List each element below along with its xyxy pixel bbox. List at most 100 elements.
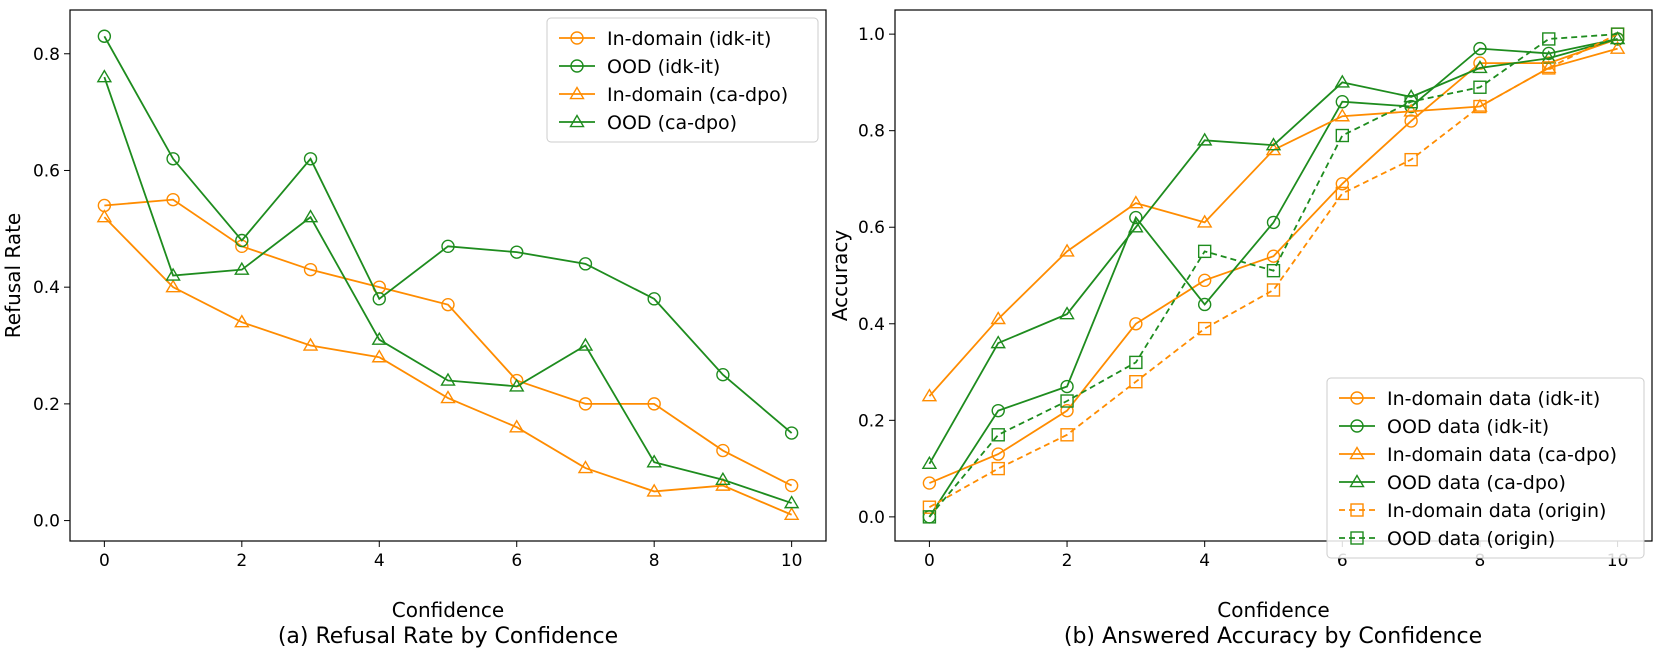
data-point	[235, 233, 249, 248]
x-tick-label: 4	[1199, 551, 1210, 571]
data-point	[578, 257, 593, 271]
data-point	[578, 397, 593, 411]
legend-box	[546, 17, 819, 143]
data-point	[921, 388, 938, 402]
legend-label: In-domain (ca-dpo)	[607, 84, 788, 106]
data-point	[1266, 283, 1281, 297]
data-point	[1404, 152, 1418, 167]
y-axis-label: Refusal Rate	[1, 213, 25, 338]
series-line	[104, 198, 793, 487]
data-point	[1266, 263, 1281, 278]
data-point	[715, 471, 731, 485]
series-line	[929, 38, 1618, 484]
data-point	[646, 483, 662, 497]
data-point	[991, 428, 1005, 442]
x-tick-label: 8	[649, 551, 660, 571]
data-point	[1542, 32, 1556, 46]
data-point	[783, 495, 800, 509]
series-ood-data-origin	[922, 27, 1625, 524]
data-point	[1266, 215, 1281, 230]
y-tick-label: 0.6	[33, 161, 60, 181]
legend-marker	[570, 31, 584, 45]
data-point	[1404, 114, 1418, 128]
legend-marker	[1349, 446, 1365, 460]
series-line	[103, 216, 792, 516]
legend-label: OOD (idk-it)	[607, 56, 720, 78]
legend-label: OOD (ca-dpo)	[607, 112, 737, 134]
data-point	[1197, 273, 1212, 288]
series-line	[928, 33, 1618, 518]
y-axis-label: Accuracy	[828, 230, 852, 321]
data-point	[1060, 428, 1074, 442]
data-point	[1129, 375, 1143, 389]
data-point	[371, 331, 387, 345]
data-point	[302, 337, 319, 351]
x-tick-label: 2	[236, 551, 247, 571]
legend-label: In-domain data (origin)	[1387, 500, 1606, 522]
data-point	[991, 447, 1005, 461]
plot-frame	[69, 9, 827, 542]
legend-label: In-domain data (idk-it)	[1387, 388, 1600, 410]
legend-marker	[1350, 391, 1364, 405]
data-point	[1335, 128, 1350, 143]
legend-label: In-domain (idk-it)	[607, 28, 771, 50]
data-point	[303, 262, 318, 277]
data-point	[922, 500, 937, 514]
data-point	[1609, 40, 1626, 54]
data-point	[1129, 317, 1143, 331]
data-point	[990, 335, 1006, 349]
data-point	[921, 455, 938, 470]
y-tick-label: 0.0	[33, 512, 60, 532]
data-point	[166, 152, 180, 166]
legend-marker	[1350, 531, 1364, 545]
data-point	[1403, 103, 1419, 117]
data-point	[577, 337, 594, 351]
data-point	[991, 403, 1005, 418]
y-tick-label: 0.8	[858, 122, 885, 142]
panel-caption: (b) Answered Accuracy by Confidence	[1064, 624, 1482, 649]
data-point	[1197, 244, 1212, 259]
series-line	[928, 33, 1618, 508]
data-point	[440, 372, 456, 386]
data-point	[1335, 95, 1350, 109]
data-point	[922, 510, 937, 524]
data-point	[784, 478, 799, 493]
data-point	[1197, 297, 1212, 312]
data-point	[1473, 41, 1487, 56]
data-point	[1060, 403, 1074, 418]
data-point	[716, 443, 730, 458]
legend-label: OOD data (origin)	[1387, 528, 1555, 550]
x-tick-label: 4	[374, 551, 385, 571]
legend-label: OOD data (idk-it)	[1387, 416, 1549, 438]
x-tick-label: 10	[781, 551, 803, 571]
data-point	[647, 292, 661, 306]
data-point	[1473, 56, 1487, 70]
x-tick-label: 6	[1337, 551, 1348, 571]
data-point	[441, 297, 455, 312]
legend: In-domain (idk-it) OOD (idk-it) In-domain …	[546, 17, 819, 143]
x-axis-label: Confidence	[1217, 598, 1329, 622]
legend: In-domain data (idk-it) OOD data (idk-it)…	[1326, 377, 1645, 559]
legend-marker	[1349, 474, 1365, 488]
data-point	[1128, 219, 1144, 233]
legend-marker	[569, 86, 585, 100]
data-point	[234, 261, 250, 275]
data-point	[96, 209, 113, 223]
data-point	[441, 239, 455, 254]
plot-frame	[894, 9, 1653, 542]
y-tick-label: 0.2	[33, 395, 60, 415]
data-point	[1472, 60, 1488, 74]
y-tick-label: 0.4	[858, 315, 885, 335]
series-ood-ca-dpo	[96, 69, 800, 509]
series-ood-idk-it	[97, 29, 799, 440]
data-point	[784, 426, 799, 440]
x-tick-label: 2	[1062, 551, 1073, 571]
data-point	[1265, 137, 1282, 151]
data-point	[1059, 243, 1075, 257]
data-point	[166, 192, 180, 207]
data-point	[1060, 379, 1074, 394]
data-point	[1610, 27, 1625, 41]
series-line	[928, 38, 1618, 518]
accuracy-panel: 0 2 4 6 8 100.00.20.40.60.81.0ConfidenceAccur…	[828, 9, 1653, 649]
